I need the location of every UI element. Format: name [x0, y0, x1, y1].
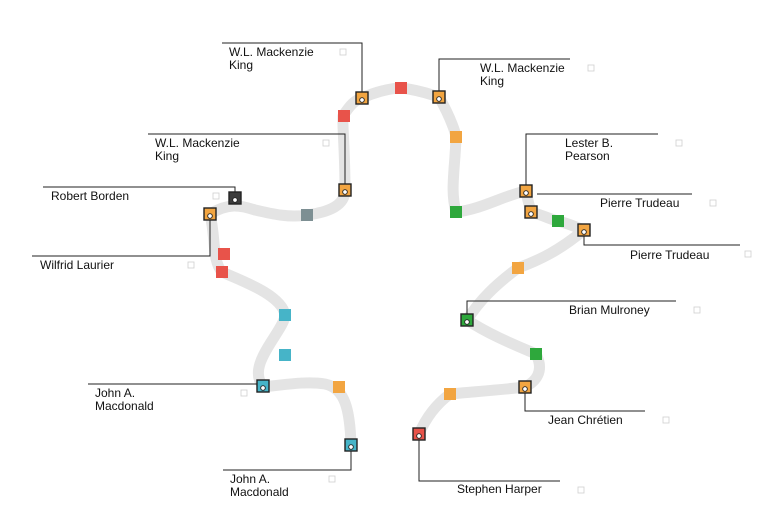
info-icon[interactable] [693, 306, 701, 314]
leader-line [525, 133, 658, 185]
label-borden: Robert Borden [51, 189, 220, 203]
label-line: Lester B. [565, 136, 613, 150]
label-line: King [229, 58, 253, 72]
node-chretien[interactable] [518, 380, 532, 394]
node-dot [522, 386, 528, 392]
label-line: Pierre Trudeau [630, 248, 709, 262]
timeline-marker [333, 381, 345, 393]
node-dot [359, 97, 365, 103]
label-laurier: Wilfrid Laurier [40, 258, 195, 272]
label-line: Pierre Trudeau [600, 196, 679, 210]
info-icon[interactable] [577, 486, 585, 494]
info-icon[interactable] [322, 139, 330, 147]
node-dot [416, 433, 422, 439]
label-line: Wilfrid Laurier [40, 258, 114, 272]
label-line: John A. [95, 386, 135, 400]
node-dot [232, 197, 238, 203]
node-dot [342, 189, 348, 195]
node-dot [260, 385, 266, 391]
timeline-marker [395, 82, 407, 94]
leader-line [222, 42, 363, 92]
node-trudeau-2[interactable] [577, 223, 591, 237]
info-icon[interactable] [212, 192, 220, 200]
label-trudeau-2: Pierre Trudeau [630, 248, 752, 262]
info-icon[interactable] [709, 199, 717, 207]
leader-line [583, 236, 740, 246]
label-line: Pearson [565, 149, 610, 163]
timeline-marker [218, 248, 230, 260]
label-line: W.L. Mackenzie [155, 136, 240, 150]
label-line: Stephen Harper [457, 482, 542, 496]
node-dot [581, 229, 587, 235]
label-line: W.L. Mackenzie [229, 45, 314, 59]
label-line: King [155, 149, 179, 163]
node-harper[interactable] [412, 427, 426, 441]
node-wlmk-2[interactable] [432, 90, 446, 104]
info-icon[interactable] [744, 250, 752, 258]
node-dot [207, 213, 213, 219]
node-wlmk-1[interactable] [355, 91, 369, 105]
label-line: King [480, 74, 504, 88]
timeline-marker [338, 110, 350, 122]
label-line: Macdonald [95, 399, 154, 413]
label-harper: Stephen Harper [457, 482, 585, 496]
leader-line [223, 451, 352, 471]
info-icon[interactable] [187, 261, 195, 269]
node-wlmk-3[interactable] [338, 183, 352, 197]
info-icon[interactable] [339, 48, 347, 56]
node-dot [436, 96, 442, 102]
info-icon[interactable] [662, 416, 670, 424]
leader-line [438, 58, 570, 91]
leader-line [524, 393, 645, 412]
label-line: Jean Chrétien [548, 413, 623, 427]
label-line: John A. [230, 472, 270, 486]
node-dot [348, 444, 354, 450]
label-trudeau-1: Pierre Trudeau [600, 196, 717, 210]
timeline-marker [512, 262, 524, 274]
label-line: Brian Mulroney [569, 303, 650, 317]
timeline-marker [552, 215, 564, 227]
timeline-marker [444, 388, 456, 400]
node-borden[interactable] [228, 191, 242, 205]
timeline-marker [530, 348, 542, 360]
timeline-marker [216, 266, 228, 278]
node-macdonald-1[interactable] [256, 379, 270, 393]
node-trudeau-1[interactable] [524, 205, 538, 219]
leader-line [466, 300, 676, 314]
node-dot [528, 211, 534, 217]
label-chretien: Jean Chrétien [548, 413, 670, 427]
label-line: Macdonald [230, 485, 289, 499]
label-macdonald-1: John A.Macdonald [95, 386, 248, 413]
node-dot [464, 319, 470, 325]
node-laurier[interactable] [203, 207, 217, 221]
info-icon[interactable] [328, 475, 336, 483]
timeline-marker [279, 309, 291, 321]
node-pearson[interactable] [519, 184, 533, 198]
timeline-marker [450, 131, 462, 143]
leader-line [418, 440, 560, 482]
label-line: W.L. Mackenzie [480, 61, 565, 75]
node-dot [523, 190, 529, 196]
info-icon[interactable] [587, 64, 595, 72]
label-mulroney: Brian Mulroney [569, 303, 701, 317]
label-line: Robert Borden [51, 189, 129, 203]
node-macdonald-2[interactable] [344, 438, 358, 452]
info-icon[interactable] [240, 389, 248, 397]
timeline-marker [301, 209, 313, 221]
timeline-marker [279, 349, 291, 361]
leader-line [148, 133, 346, 184]
info-icon[interactable] [675, 139, 683, 147]
leader-line [43, 186, 236, 192]
leader-line [32, 220, 211, 257]
node-mulroney[interactable] [460, 313, 474, 327]
timeline-marker [450, 206, 462, 218]
label-macdonald-2: John A.Macdonald [230, 472, 336, 499]
label-pearson: Lester B.Pearson [565, 136, 683, 163]
